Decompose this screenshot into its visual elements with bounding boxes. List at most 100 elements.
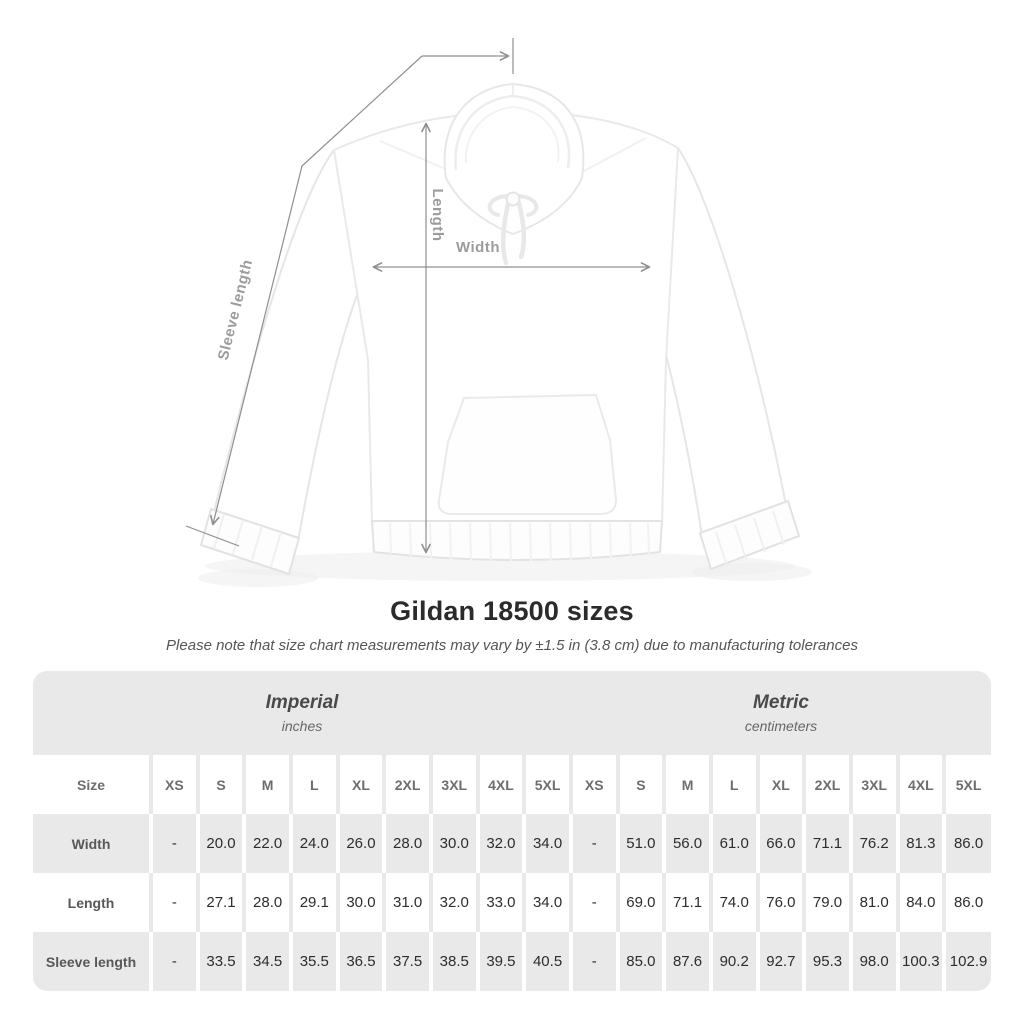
hoodie-illustration bbox=[200, 83, 800, 575]
imperial-unit-group: Imperial inches bbox=[33, 671, 571, 755]
metric-size-m: M bbox=[662, 755, 711, 814]
sleeve-metric-s: 85.0 bbox=[615, 932, 665, 991]
width-imperial-3xl: 30.0 bbox=[428, 814, 478, 873]
hoodie-pocket bbox=[437, 394, 617, 515]
sleeve-cuff-tick bbox=[185, 525, 240, 547]
imperial-sublabel: inches bbox=[281, 718, 323, 734]
metric-size-xs: XS bbox=[568, 755, 618, 814]
width-imperial-4xl: 32.0 bbox=[475, 814, 525, 873]
length-label: Length bbox=[429, 189, 446, 242]
width-imperial-xs: - bbox=[149, 814, 198, 873]
hoodie-hood bbox=[443, 83, 585, 235]
length-metric-l: 74.0 bbox=[708, 873, 758, 932]
tolerance-note: Please note that size chart measurements… bbox=[166, 637, 858, 654]
width-imperial-2xl: 28.0 bbox=[382, 814, 431, 873]
metric-unit-group: Metric centimeters bbox=[571, 671, 991, 755]
sleeve-metric-xl: 92.7 bbox=[755, 932, 805, 991]
length-imperial-s: 27.1 bbox=[195, 873, 245, 932]
width-imperial-5xl: 34.0 bbox=[522, 814, 571, 873]
length-metric-5xl: 86.0 bbox=[942, 873, 991, 932]
length-imperial-5xl: 34.0 bbox=[522, 873, 571, 932]
imperial-size-3xl: 3XL bbox=[428, 755, 478, 814]
length-imperial-xs: - bbox=[149, 873, 198, 932]
width-metric-s: 51.0 bbox=[615, 814, 665, 873]
length-imperial-3xl: 32.0 bbox=[428, 873, 478, 932]
sleeve-metric-l: 90.2 bbox=[708, 932, 758, 991]
sleeve-length-arrow-diagonal bbox=[210, 55, 423, 526]
sleeve-imperial-5xl: 40.5 bbox=[522, 932, 571, 991]
sleeve-imperial-3xl: 38.5 bbox=[428, 932, 478, 991]
metric-size-4xl: 4XL bbox=[895, 755, 945, 814]
length-metric-xl: 76.0 bbox=[755, 873, 805, 932]
metric-size-s: S bbox=[615, 755, 665, 814]
length-row: Length - 27.1 28.0 29.1 30.0 31.0 32.0 3… bbox=[33, 873, 991, 932]
size-table: Size XS S M L XL 2XL 3XL 4XL 5XL XS S M … bbox=[33, 755, 991, 991]
sleeve-imperial-s: 33.5 bbox=[195, 932, 245, 991]
width-imperial-s: 20.0 bbox=[195, 814, 245, 873]
sleeve-metric-3xl: 98.0 bbox=[848, 932, 898, 991]
sleeve-imperial-4xl: 39.5 bbox=[475, 932, 525, 991]
sleeve-imperial-xs: - bbox=[149, 932, 198, 991]
width-imperial-l: 24.0 bbox=[288, 814, 338, 873]
sleeve-metric-m: 87.6 bbox=[662, 932, 711, 991]
imperial-size-4xl: 4XL bbox=[475, 755, 525, 814]
length-metric-xs: - bbox=[568, 873, 618, 932]
metric-size-l: L bbox=[708, 755, 758, 814]
hoodie-shadow-left-cuff bbox=[198, 569, 318, 587]
length-metric-2xl: 79.0 bbox=[802, 873, 851, 932]
imperial-size-xs: XS bbox=[149, 755, 198, 814]
width-metric-xl: 66.0 bbox=[755, 814, 805, 873]
metric-size-5xl: 5XL bbox=[942, 755, 991, 814]
sleeve-imperial-l: 35.5 bbox=[288, 932, 338, 991]
page-title: Gildan 18500 sizes bbox=[390, 596, 634, 626]
units-band: Imperial inches Metric centimeters bbox=[33, 671, 991, 755]
length-row-label: Length bbox=[33, 873, 151, 932]
sleeve-metric-xs: - bbox=[568, 932, 618, 991]
metric-label: Metric bbox=[753, 692, 809, 713]
hoodie-drawstrings bbox=[487, 191, 539, 266]
width-imperial-m: 22.0 bbox=[242, 814, 291, 873]
imperial-size-s: S bbox=[195, 755, 245, 814]
sleeve-imperial-2xl: 37.5 bbox=[382, 932, 431, 991]
width-metric-4xl: 81.3 bbox=[895, 814, 945, 873]
width-metric-xs: - bbox=[568, 814, 618, 873]
metric-size-2xl: 2XL bbox=[802, 755, 851, 814]
width-metric-5xl: 86.0 bbox=[942, 814, 991, 873]
metric-sublabel: centimeters bbox=[744, 718, 818, 734]
length-metric-4xl: 84.0 bbox=[895, 873, 945, 932]
width-metric-m: 56.0 bbox=[662, 814, 711, 873]
sleeve-imperial-xl: 36.5 bbox=[335, 932, 385, 991]
imperial-size-5xl: 5XL bbox=[522, 755, 571, 814]
width-row: Width - 20.0 22.0 24.0 26.0 28.0 30.0 32… bbox=[33, 814, 991, 873]
width-metric-l: 61.0 bbox=[708, 814, 758, 873]
sleeve-length-row: Sleeve length - 33.5 34.5 35.5 36.5 37.5… bbox=[33, 932, 991, 991]
width-metric-3xl: 76.2 bbox=[848, 814, 898, 873]
imperial-size-m: M bbox=[242, 755, 291, 814]
size-header-row: Size XS S M L XL 2XL 3XL 4XL 5XL XS S M … bbox=[33, 755, 991, 814]
hoodie-hem-band bbox=[371, 520, 663, 561]
size-table-card: Imperial inches Metric centimeters Size … bbox=[33, 671, 991, 991]
length-metric-3xl: 81.0 bbox=[848, 873, 898, 932]
hoodie-measurement-diagram: Width Length Sleeve length bbox=[185, 38, 812, 587]
hoodie-shadow bbox=[205, 551, 795, 581]
metric-size-xl: XL bbox=[755, 755, 805, 814]
length-imperial-xl: 30.0 bbox=[335, 873, 385, 932]
measurement-lines bbox=[185, 38, 651, 554]
length-imperial-m: 28.0 bbox=[242, 873, 291, 932]
hoodie-shadow-right-cuff bbox=[692, 563, 812, 581]
sleeve-length-row-label: Sleeve length bbox=[33, 932, 151, 991]
sleeve-imperial-m: 34.5 bbox=[242, 932, 291, 991]
sleeve-metric-5xl: 102.9 bbox=[942, 932, 991, 991]
imperial-size-l: L bbox=[288, 755, 338, 814]
length-metric-m: 71.1 bbox=[662, 873, 711, 932]
metric-size-3xl: 3XL bbox=[848, 755, 898, 814]
length-imperial-4xl: 33.0 bbox=[475, 873, 525, 932]
imperial-size-2xl: 2XL bbox=[382, 755, 431, 814]
width-metric-2xl: 71.1 bbox=[802, 814, 851, 873]
length-imperial-2xl: 31.0 bbox=[382, 873, 431, 932]
size-header-cell: Size bbox=[33, 755, 151, 814]
length-metric-s: 69.0 bbox=[615, 873, 665, 932]
width-label: Width bbox=[456, 239, 500, 256]
length-imperial-l: 29.1 bbox=[288, 873, 338, 932]
